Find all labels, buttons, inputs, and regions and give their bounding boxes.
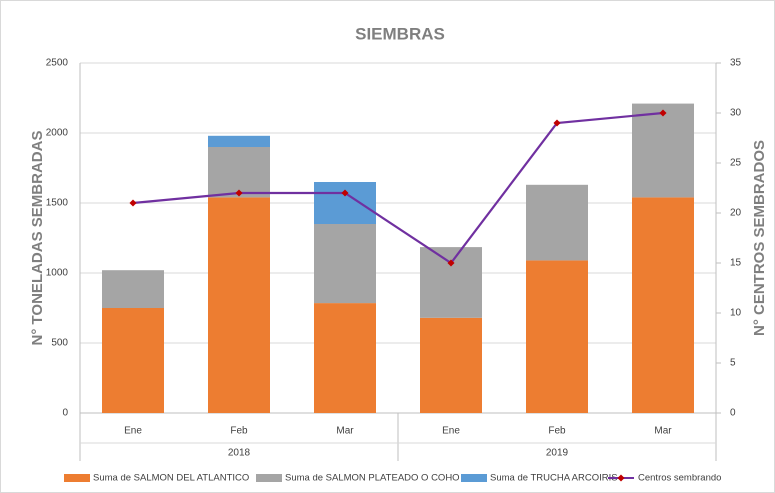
y-tick-label: 0 — [62, 408, 68, 419]
line-marker — [447, 259, 455, 267]
line-marker — [235, 189, 243, 197]
bar — [526, 184, 588, 261]
x-tick-label: Mar — [654, 426, 672, 437]
y-tick-label: 1500 — [46, 198, 69, 209]
x-tick-label: Feb — [230, 426, 248, 437]
bar — [632, 103, 694, 198]
legend-swatch — [461, 474, 487, 482]
group-label: 2019 — [546, 448, 569, 459]
y-axis-label: N° TONELADAS SEMBRADAS — [29, 131, 46, 346]
line-marker — [129, 199, 137, 207]
line-marker — [659, 109, 667, 117]
y-tick-label: 1000 — [46, 268, 69, 279]
bar — [526, 260, 588, 413]
bar — [314, 182, 376, 224]
bar — [632, 197, 694, 413]
y2-tick-label: 0 — [730, 408, 736, 419]
legend-label: Centros sembrando — [638, 473, 721, 484]
group-label: 2018 — [228, 448, 251, 459]
line-marker — [341, 189, 349, 197]
y2-axis-label: N° CENTROS SEMBRADOS — [751, 140, 768, 336]
y-tick-label: 2000 — [46, 128, 69, 139]
line-marker — [553, 119, 561, 127]
bar — [314, 303, 376, 413]
y2-tick-label: 30 — [730, 108, 742, 119]
bar — [208, 135, 270, 147]
legend-label: Suma de SALMON DEL ATLANTICO — [93, 473, 249, 484]
chart-title: SIEMBRAS — [355, 24, 445, 43]
y-tick-label: 2500 — [46, 58, 69, 69]
line-series — [132, 111, 664, 265]
legend-swatch — [64, 474, 90, 482]
y2-tick-label: 25 — [730, 158, 742, 169]
bar — [208, 147, 270, 198]
x-tick-label: Feb — [548, 426, 566, 437]
y2-tick-label: 5 — [730, 358, 736, 369]
bar — [102, 308, 164, 413]
y2-tick-label: 20 — [730, 208, 742, 219]
y2-tick-label: 10 — [730, 308, 742, 319]
y2-tick-label: 35 — [730, 58, 742, 69]
legend-label: Suma de TRUCHA ARCOIRIS — [490, 473, 618, 484]
bar — [420, 317, 482, 413]
x-tick-label: Mar — [336, 426, 354, 437]
legend-swatch — [617, 474, 625, 482]
y-tick-label: 500 — [51, 338, 68, 349]
bar — [420, 247, 482, 318]
bar — [102, 270, 164, 308]
x-tick-label: Ene — [442, 426, 460, 437]
x-tick-label: Ene — [124, 426, 142, 437]
y2-tick-label: 15 — [730, 258, 742, 269]
legend-label: Suma de SALMON PLATEADO O COHO — [285, 473, 460, 484]
bar — [208, 197, 270, 413]
bar — [314, 224, 376, 304]
legend-swatch — [256, 474, 282, 482]
